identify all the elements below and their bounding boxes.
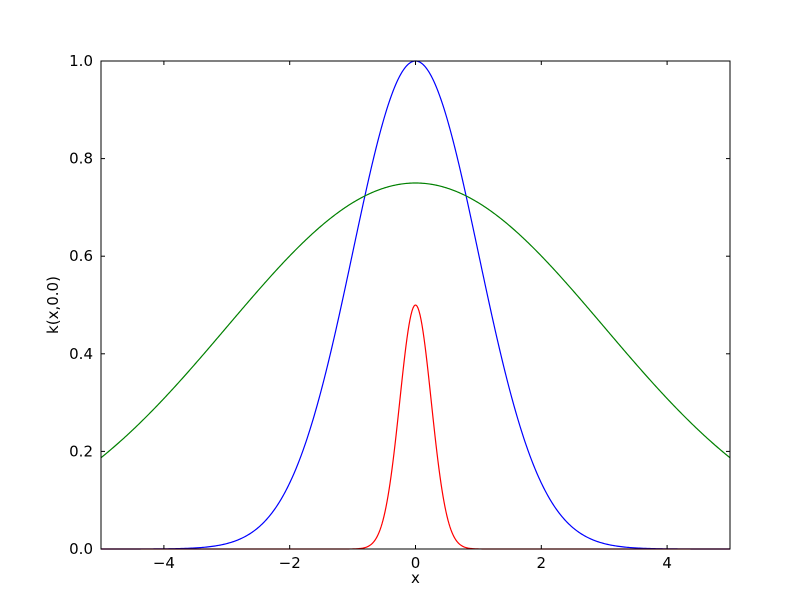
x-tick-label: −4: [153, 554, 175, 572]
curve-rbf-kernel-lengthscale-3: [100, 182, 731, 459]
x-tick-label: 4: [662, 554, 672, 572]
y-tick-label: 0.2: [69, 442, 93, 460]
ticks-layer: [101, 60, 730, 550]
x-tick-label: −2: [279, 554, 301, 572]
y-tick-label: 1.0: [69, 52, 93, 70]
x-axis-label: x: [411, 569, 420, 587]
y-tick-label: 0.6: [69, 247, 93, 265]
x-tick-label: 0: [411, 554, 421, 572]
tick-labels-layer: −4 −2 0 2 4 0.0 0.2 0.4 0.6 0.8 1.0: [69, 52, 672, 572]
y-tick-label: 0.4: [69, 345, 93, 363]
x-tick-label: 2: [537, 554, 547, 572]
y-tick-label: 0.0: [69, 540, 93, 558]
y-tick-label: 0.8: [69, 150, 93, 168]
y-axis-label: k(x,0.0): [44, 276, 62, 334]
